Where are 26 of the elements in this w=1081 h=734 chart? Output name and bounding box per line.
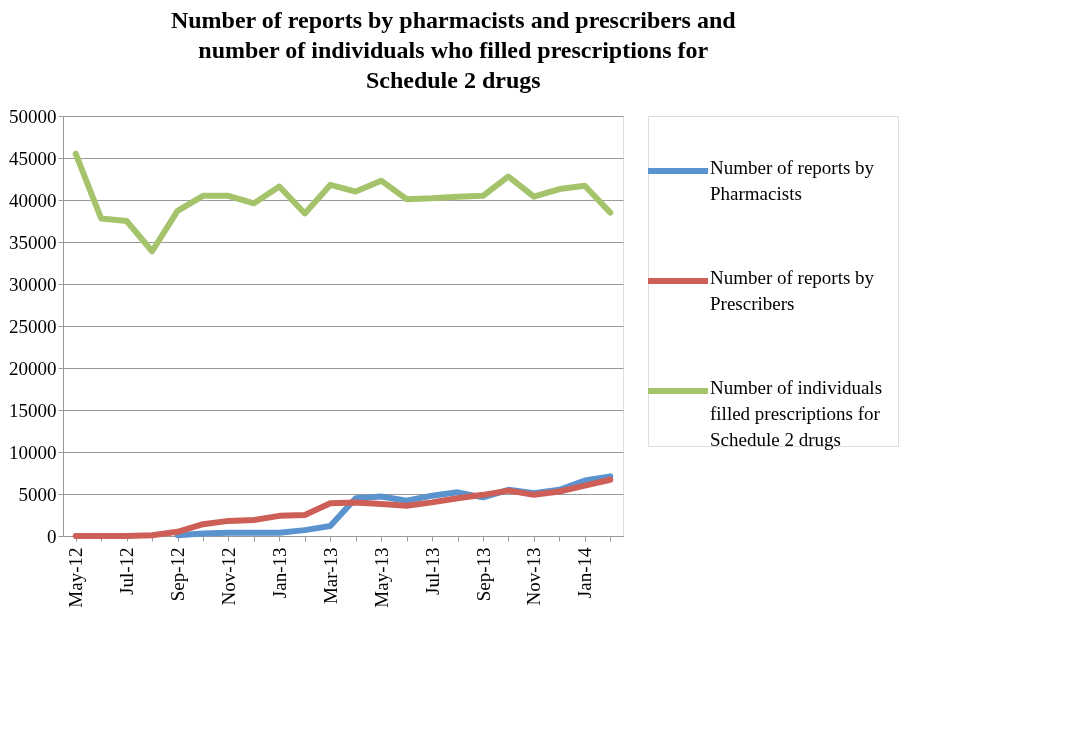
x-tick-label: Mar-13 <box>319 547 341 605</box>
x-tick-label: Sep-12 <box>167 547 189 602</box>
x-tick-label: Jan-14 <box>574 547 596 599</box>
x-tick-label: Sep-13 <box>472 547 494 602</box>
y-tick-label: 15000 <box>9 399 57 421</box>
chart-title: Number of reports by pharmacists and prescribers and number of individuals who filled prescriptions for Schedule 2 drugs <box>170 6 737 93</box>
y-tick-label: 35000 <box>9 231 57 253</box>
legend-label: Number of individuals filled prescriptions for Schedule 2 drugs <box>710 377 883 450</box>
legend-label: Number of reports by Prescribers <box>710 267 875 314</box>
x-tick-label: Jul-12 <box>116 547 138 595</box>
x-tick-label: May-12 <box>65 547 87 608</box>
y-tick-label: 50000 <box>9 105 57 127</box>
y-tick-label: 45000 <box>9 147 57 169</box>
y-tick-label: 25000 <box>9 315 57 337</box>
y-tick-label: 20000 <box>9 357 57 379</box>
y-tick-label: 0 <box>47 525 57 547</box>
x-tick-label: May-13 <box>370 547 392 608</box>
y-tick-label: 5000 <box>18 483 57 505</box>
y-tick-label: 40000 <box>9 189 57 211</box>
y-tick-label: 10000 <box>9 441 57 463</box>
x-tick-label: Nov-12 <box>217 547 239 606</box>
x-tick-label: Jan-13 <box>268 547 290 599</box>
legend-label: Number of reports by Pharmacists <box>710 157 875 204</box>
y-tick-label: 30000 <box>9 273 57 295</box>
x-tick-label: Jul-13 <box>421 547 443 595</box>
x-tick-label: Nov-13 <box>523 547 545 606</box>
